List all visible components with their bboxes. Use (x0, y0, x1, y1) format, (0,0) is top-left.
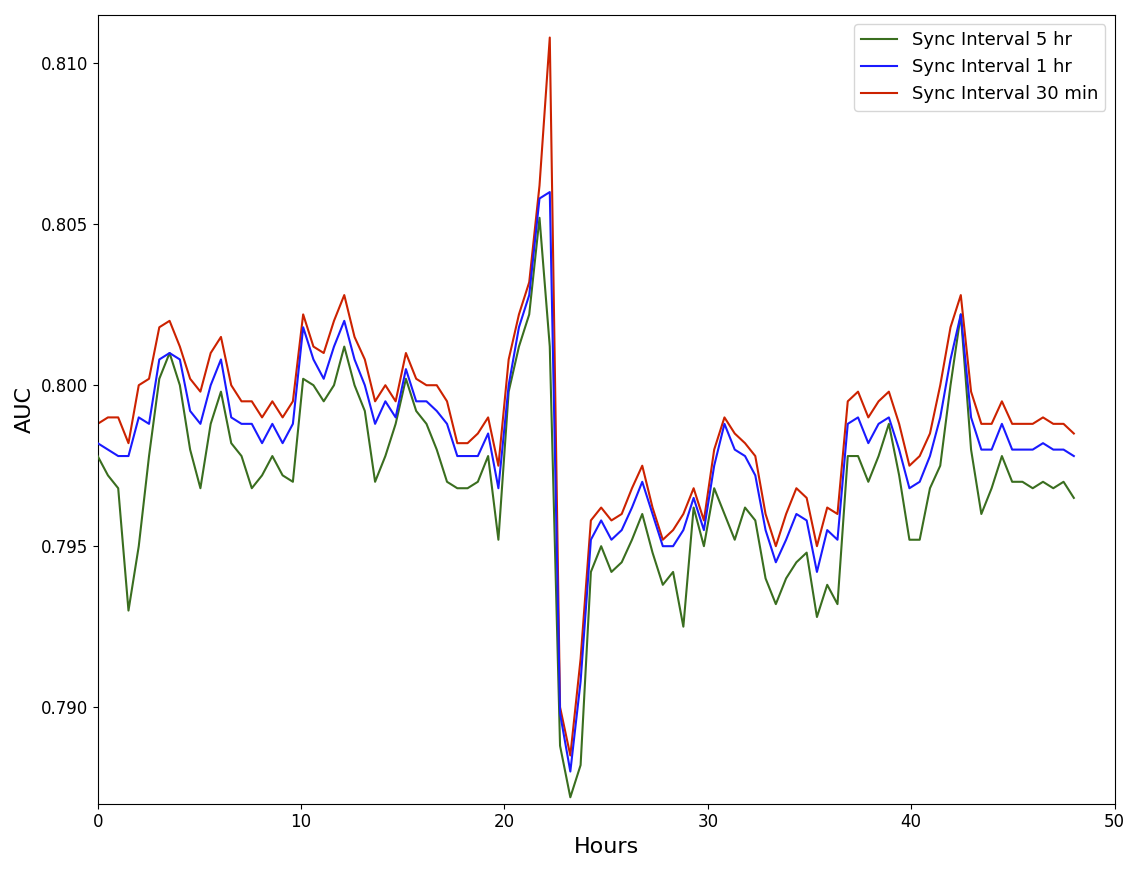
Sync Interval 30 min (225, 380, 238, 391)
Sync Interval 1 hr (543, 187, 556, 197)
Line: Sync Interval 30 min: Sync Interval 30 min (98, 37, 1074, 755)
Y-axis label: AUC: AUC (15, 386, 35, 433)
Sync Interval 30 min (91, 419, 105, 429)
Sync Interval 1 hr (368, 419, 382, 429)
Sync Interval 5 hr (1067, 493, 1081, 503)
Legend: Sync Interval 5 hr, Sync Interval 1 hr, Sync Interval 30 min: Sync Interval 5 hr, Sync Interval 1 hr, … (854, 24, 1106, 111)
Sync Interval 5 hr (225, 438, 238, 448)
X-axis label: Hours: Hours (573, 837, 638, 857)
Sync Interval 5 hr (635, 508, 649, 519)
Sync Interval 5 hr (1005, 477, 1019, 487)
Sync Interval 1 hr (604, 535, 618, 545)
Sync Interval 5 hr (563, 792, 577, 802)
Sync Interval 1 hr (1067, 451, 1081, 461)
Line: Sync Interval 5 hr: Sync Interval 5 hr (98, 218, 1074, 797)
Sync Interval 30 min (368, 396, 382, 406)
Sync Interval 30 min (604, 515, 618, 526)
Sync Interval 5 hr (532, 213, 546, 223)
Sync Interval 30 min (635, 460, 649, 471)
Sync Interval 1 hr (91, 438, 105, 448)
Sync Interval 30 min (1067, 428, 1081, 439)
Sync Interval 30 min (512, 310, 526, 320)
Sync Interval 5 hr (512, 341, 526, 351)
Sync Interval 30 min (563, 750, 577, 760)
Sync Interval 30 min (1005, 419, 1019, 429)
Sync Interval 30 min (543, 32, 556, 43)
Sync Interval 5 hr (368, 477, 382, 487)
Sync Interval 1 hr (635, 477, 649, 487)
Sync Interval 1 hr (512, 322, 526, 332)
Sync Interval 5 hr (91, 451, 105, 461)
Sync Interval 5 hr (604, 567, 618, 577)
Sync Interval 1 hr (225, 412, 238, 423)
Sync Interval 1 hr (563, 766, 577, 777)
Line: Sync Interval 1 hr: Sync Interval 1 hr (98, 192, 1074, 772)
Sync Interval 1 hr (1005, 445, 1019, 455)
